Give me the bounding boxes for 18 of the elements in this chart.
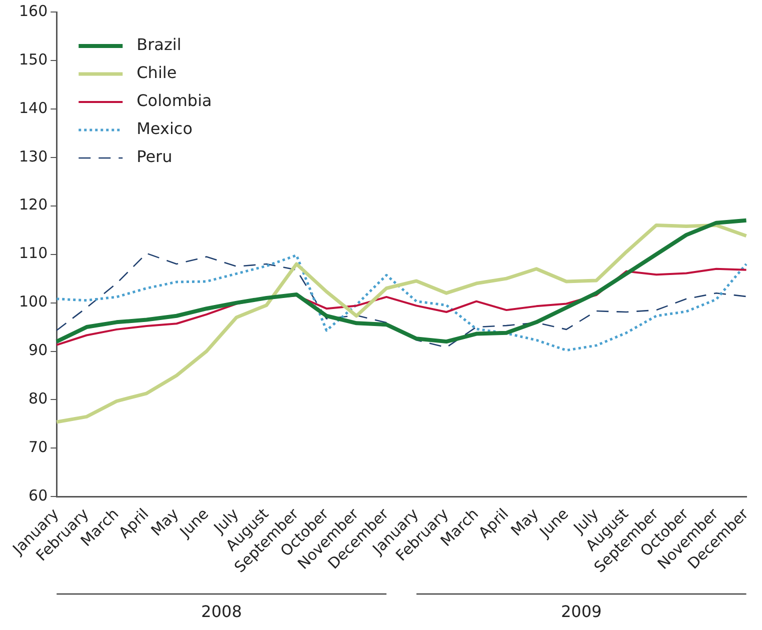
legend-label: Chile <box>136 63 177 82</box>
legend-label: Colombia <box>136 91 212 110</box>
y-tick-label: 150 <box>18 50 48 68</box>
y-tick-label: 70 <box>28 438 48 456</box>
legend-label: Mexico <box>136 119 193 138</box>
y-tick-label: 160 <box>18 2 48 20</box>
legend-label: Peru <box>136 147 172 166</box>
y-tick-label: 140 <box>18 98 48 117</box>
text: 2008 <box>201 602 242 622</box>
y-tick-label: 90 <box>28 341 48 360</box>
y-tick-label: 110 <box>18 244 48 262</box>
legend-label: Brazil <box>136 35 182 54</box>
y-tick-label: 80 <box>28 390 48 408</box>
y-tick-label: 100 <box>18 292 48 311</box>
y-tick-label: 120 <box>18 196 48 214</box>
text: 2009 <box>561 602 602 622</box>
y-tick-label: 60 <box>28 486 48 505</box>
y-tick-label: 130 <box>18 147 48 166</box>
